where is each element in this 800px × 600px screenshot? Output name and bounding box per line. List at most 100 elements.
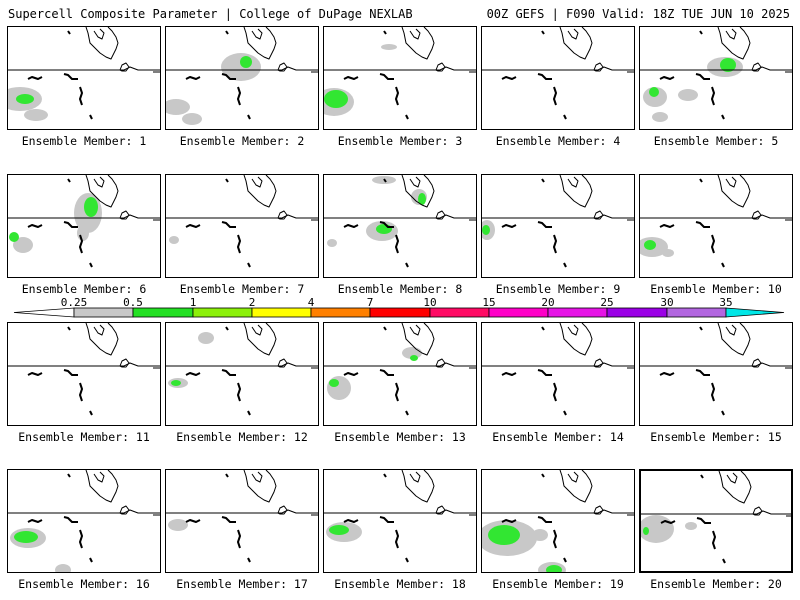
colorbar-segment: [192, 307, 253, 318]
colorbar-high-arrow: [725, 307, 785, 318]
map-outline: [409, 471, 421, 483]
map-outline: [251, 176, 263, 188]
map-outline: [85, 27, 119, 60]
map-outline: [700, 474, 704, 479]
map-outline: [593, 210, 604, 220]
map-outline: [166, 362, 318, 367]
map-outline: [166, 66, 318, 71]
map-outline: [721, 114, 725, 120]
map-outline: [559, 323, 593, 356]
map-outline: [395, 86, 399, 106]
map-outline: [93, 28, 105, 40]
scp-contour-green: [720, 58, 736, 72]
scp-contour-green: [488, 525, 520, 545]
scp-contour-green: [16, 94, 34, 104]
map-canvas: [641, 471, 791, 564]
map-outline: [501, 372, 517, 376]
map-outline: [695, 73, 710, 80]
member-label: Ensemble Member: 6: [21, 282, 147, 296]
map-outline: [237, 86, 241, 106]
scp-contour-gray: [24, 109, 48, 121]
scp-contour-gray: [662, 249, 674, 257]
colorbar-tick-label: 35: [719, 296, 732, 309]
map-outline: [221, 369, 236, 376]
map-outline: [726, 472, 738, 484]
map-outline: [383, 473, 387, 478]
map-outline: [79, 529, 83, 549]
map-outline: [501, 224, 517, 228]
scp-contour-gray: [13, 237, 33, 253]
scp-contour-gray: [198, 332, 214, 344]
map-outline: [185, 76, 201, 80]
scp-contour-green: [9, 232, 19, 242]
colorbar-tick-label: 1: [190, 296, 197, 309]
map-outline: [563, 410, 567, 416]
colorbar-segment: [251, 307, 312, 318]
map-outline: [8, 214, 160, 219]
colorbar-tick-label: 4: [308, 296, 315, 309]
map-outline: [405, 114, 409, 120]
map-outline: [537, 369, 552, 376]
ensemble-map-panel: [639, 174, 793, 278]
map-outline: [699, 30, 703, 35]
map-canvas: [640, 27, 792, 122]
ensemble-map-panel: [165, 469, 319, 573]
map-outline: [659, 76, 675, 80]
map-outline: [63, 516, 78, 523]
map-canvas: [324, 175, 476, 268]
map-outline: [553, 86, 557, 106]
map-outline: [85, 323, 119, 356]
map-outline: [243, 175, 277, 208]
map-outline: [225, 326, 229, 331]
map-outline: [553, 382, 557, 402]
colorbar-low-arrow: [13, 307, 75, 318]
map-outline: [225, 473, 229, 478]
map-outline: [541, 473, 545, 478]
scp-contour-gray: [652, 112, 668, 122]
map-outline: [383, 178, 387, 183]
map-outline: [247, 557, 251, 563]
map-canvas: [166, 470, 318, 563]
member-label: Ensemble Member: 18: [334, 577, 466, 591]
map-outline: [401, 470, 435, 503]
map-outline: [395, 382, 399, 402]
map-outline: [67, 178, 71, 183]
member-label: Ensemble Member: 15: [650, 430, 782, 444]
map-outline: [237, 234, 241, 254]
map-outline: [553, 529, 557, 549]
map-canvas: [166, 323, 318, 416]
map-outline: [660, 520, 676, 524]
map-outline: [401, 27, 435, 60]
map-outline: [67, 473, 71, 478]
map-outline: [435, 358, 446, 368]
ensemble-map-panel: [323, 469, 477, 573]
map-outline: [324, 66, 476, 71]
map-outline: [395, 234, 399, 254]
scp-contour-gray: [182, 113, 202, 125]
scp-contour-green: [649, 87, 659, 97]
map-outline: [166, 509, 318, 514]
map-outline: [63, 73, 78, 80]
map-outline: [247, 262, 251, 268]
map-outline: [119, 505, 130, 515]
map-outline: [343, 224, 359, 228]
colorbar-segment: [547, 307, 608, 318]
colorbar-segment: [310, 307, 371, 318]
map-outline: [119, 358, 130, 368]
member-label: Ensemble Member: 9: [495, 282, 621, 296]
map-outline: [541, 178, 545, 183]
map-outline: [93, 471, 105, 483]
map-outline: [343, 76, 359, 80]
map-outline: [553, 234, 557, 254]
map-canvas: [166, 27, 318, 125]
map-outline: [559, 175, 593, 208]
map-outline: [225, 178, 229, 183]
map-outline: [79, 86, 83, 106]
member-label: Ensemble Member: 7: [179, 282, 305, 296]
map-outline: [8, 509, 160, 514]
map-outline: [721, 262, 725, 268]
scp-contour-green: [644, 240, 656, 250]
colorbar-segment: [666, 307, 727, 318]
map-outline: [27, 519, 43, 523]
map-canvas: [324, 27, 476, 120]
